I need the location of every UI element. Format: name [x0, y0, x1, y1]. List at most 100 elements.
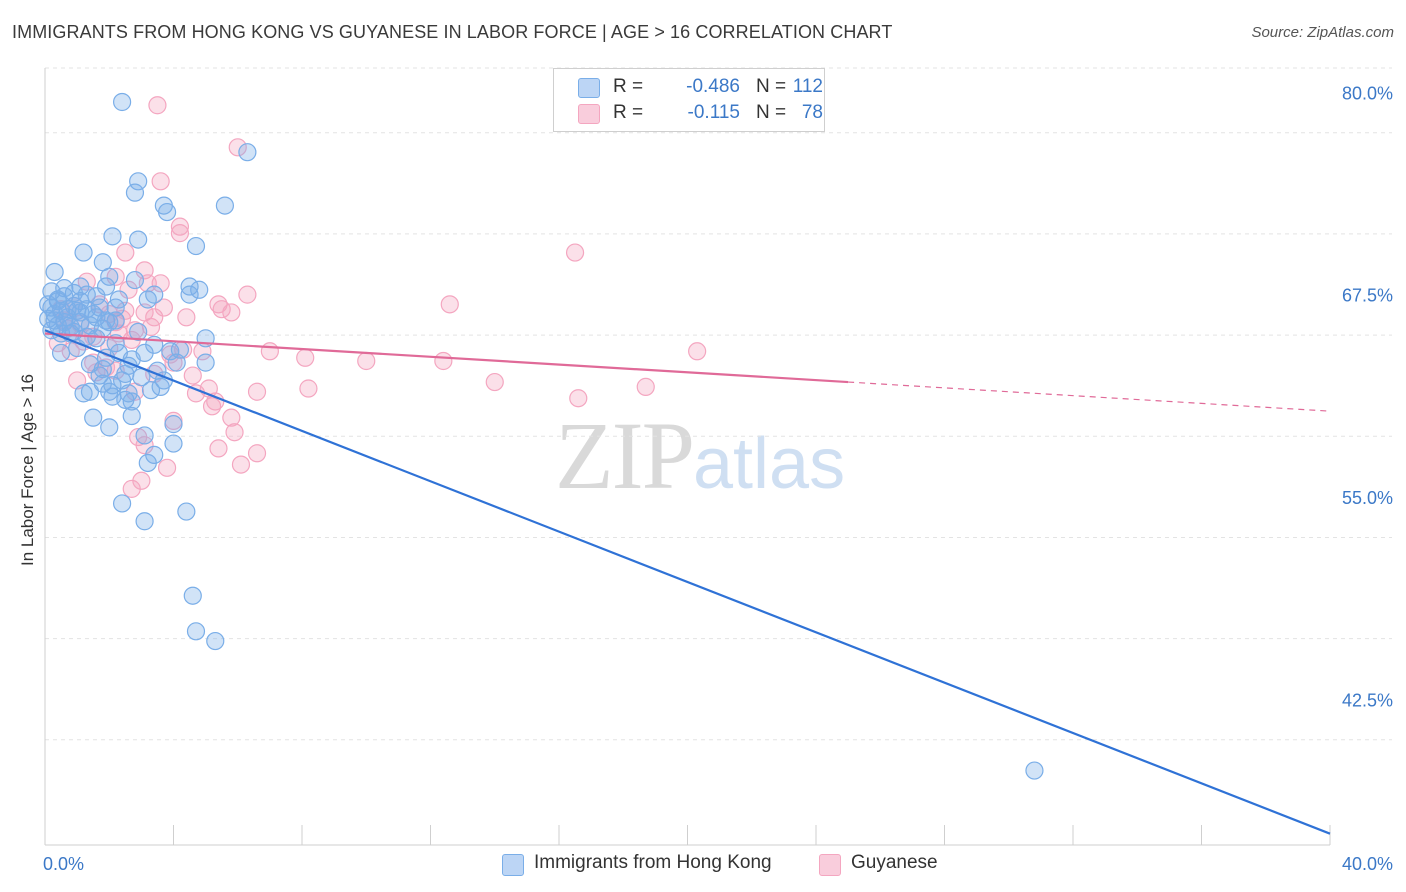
data-point-hong-kong	[164, 434, 183, 453]
data-point-hong-kong	[135, 426, 154, 445]
data-point-hong-kong	[138, 453, 157, 473]
data-point-guyanese	[106, 267, 125, 286]
data-point-hong-kong	[129, 230, 148, 249]
legend-n-label: N =	[756, 102, 787, 123]
data-point-hong-kong	[122, 406, 141, 426]
data-point-guyanese	[177, 308, 196, 327]
data-point-hong-kong	[80, 355, 100, 374]
x-tick-label: 0.0%	[43, 854, 84, 874]
data-point-hong-kong	[96, 277, 116, 296]
legend-swatch-blue	[578, 78, 600, 98]
data-point-guyanese	[299, 379, 318, 398]
data-point-hong-kong	[135, 512, 154, 531]
data-point-hong-kong	[125, 183, 145, 202]
data-point-guyanese	[148, 96, 167, 115]
legend-n-value: 78	[801, 102, 823, 123]
data-point-hong-kong	[45, 262, 64, 282]
data-point-hong-kong	[100, 418, 119, 437]
data-point-hong-kong	[96, 311, 116, 330]
data-point-hong-kong	[180, 285, 199, 304]
legend-r-label: R =	[613, 102, 644, 123]
data-point-hong-kong	[122, 392, 141, 411]
data-point-hong-kong	[87, 329, 106, 348]
data-point-guyanese	[145, 308, 164, 327]
data-point-guyanese	[569, 389, 588, 408]
data-point-hong-kong	[170, 340, 190, 359]
legend-n-value: 112	[792, 76, 823, 97]
data-point-guyanese	[434, 351, 453, 371]
data-point-guyanese	[209, 439, 228, 458]
data-point-guyanese	[440, 295, 459, 314]
data-point-guyanese	[209, 295, 228, 314]
watermark-zip: ZIP	[555, 402, 695, 509]
data-point-hong-kong	[112, 494, 132, 513]
legend-r-value: -0.486	[686, 76, 740, 97]
data-point-hong-kong	[106, 311, 125, 330]
data-point-guyanese	[565, 243, 585, 262]
y-tick-label: 67.5%	[1342, 286, 1393, 306]
data-point-hong-kong	[129, 322, 148, 341]
data-point-guyanese	[231, 455, 251, 474]
data-point-hong-kong	[238, 143, 257, 162]
data-point-guyanese	[119, 280, 138, 299]
legend-r-value: -0.115	[687, 102, 740, 123]
watermark-atlas: atlas	[693, 424, 846, 504]
data-point-hong-kong	[183, 586, 202, 605]
data-point-guyanese	[636, 377, 655, 396]
data-point-hong-kong	[129, 172, 148, 191]
watermark: ZIPatlas	[555, 400, 845, 511]
legend-n-label: N =	[756, 76, 787, 97]
data-point-hong-kong	[103, 227, 122, 246]
data-point-guyanese	[247, 444, 267, 463]
data-point-hong-kong	[87, 308, 106, 327]
bottom-legend-label: Guyanese	[851, 852, 938, 873]
trend-line-guyanese-extension	[848, 381, 1331, 412]
data-point-hong-kong	[74, 384, 93, 403]
bottom-legend-swatch-blue	[502, 854, 524, 876]
data-point-hong-kong	[74, 243, 93, 262]
data-point-hong-kong	[164, 415, 183, 434]
data-point-hong-kong	[1025, 761, 1044, 780]
legend-r-label: R =	[613, 76, 644, 97]
data-point-hong-kong	[177, 502, 196, 521]
data-point-hong-kong	[125, 270, 145, 290]
data-point-guyanese	[154, 298, 173, 317]
legend-swatch-pink	[578, 104, 600, 124]
data-point-hong-kong	[112, 92, 132, 112]
data-point-guyanese	[485, 372, 504, 392]
data-point-guyanese	[228, 138, 247, 157]
bottom-legend-swatch-pink	[819, 854, 841, 876]
data-point-guyanese	[212, 300, 231, 319]
y-axis-label: In Labor Force | Age > 16	[18, 373, 37, 567]
data-point-hong-kong	[190, 280, 209, 299]
data-point-hong-kong	[100, 382, 119, 401]
data-point-hong-kong	[55, 279, 74, 298]
data-point-guyanese	[688, 342, 707, 361]
data-point-guyanese	[260, 342, 279, 361]
data-point-guyanese	[116, 243, 135, 262]
bottom-legend-label: Immigrants from Hong Kong	[534, 852, 772, 873]
data-point-guyanese	[170, 224, 190, 243]
data-point-hong-kong	[196, 353, 215, 372]
data-point-hong-kong	[80, 382, 100, 401]
data-point-hong-kong	[87, 287, 106, 306]
data-point-guyanese	[247, 382, 267, 401]
data-point-hong-kong	[206, 631, 225, 651]
data-point-guyanese	[151, 274, 170, 293]
data-point-guyanese	[225, 423, 244, 442]
data-point-hong-kong	[51, 343, 71, 362]
chart-title: IMMIGRANTS FROM HONG KONG VS GUYANESE IN…	[12, 22, 893, 42]
data-point-hong-kong	[215, 196, 234, 215]
data-point-guyanese	[151, 172, 170, 191]
data-point-hong-kong	[84, 408, 103, 427]
data-point-guyanese	[202, 397, 222, 416]
data-point-hong-kong	[141, 381, 161, 400]
data-point-hong-kong	[186, 236, 206, 256]
data-point-hong-kong	[157, 202, 177, 222]
data-point-guyanese	[238, 285, 257, 304]
data-point-guyanese	[222, 303, 241, 322]
data-point-guyanese	[122, 479, 141, 498]
data-point-guyanese	[296, 348, 315, 367]
y-tick-label: 55.0%	[1342, 488, 1393, 508]
